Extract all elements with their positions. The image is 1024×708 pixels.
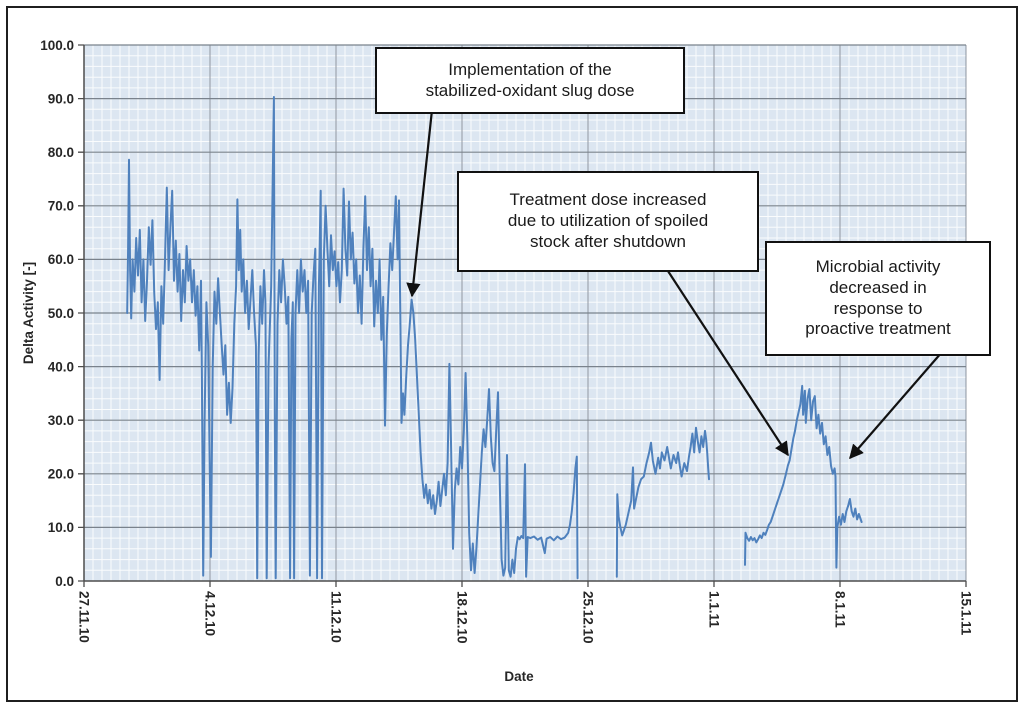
- x-axis-title: Date: [504, 669, 534, 684]
- y-tick-label: 80.0: [48, 145, 74, 160]
- annotation-arrow: [849, 351, 943, 460]
- x-tick-label: 11.12.10: [329, 591, 344, 643]
- x-tick-label: 8.1.11: [833, 591, 848, 628]
- annotation-arrow: [406, 109, 434, 298]
- annotation-microbial-activity-decreased: Microbial activity decreased in response…: [765, 241, 991, 356]
- y-axis-title: Delta Activity [-]: [21, 262, 36, 364]
- y-tick-label: 20.0: [48, 467, 74, 482]
- annotation-treatment-dose-increased: Treatment dose increased due to utilizat…: [457, 171, 759, 272]
- delta-activity-line: [744, 384, 863, 569]
- tick-marks: [78, 44, 967, 587]
- y-tick-label: 70.0: [48, 199, 74, 214]
- annotation-arrow: [665, 267, 789, 457]
- y-tick-label: 100.0: [40, 38, 74, 53]
- annotation-implementation-slug-dose: Implementation of the stabilized-oxidant…: [375, 47, 685, 114]
- y-tick-label: 90.0: [48, 91, 74, 106]
- figure-border: [6, 6, 1018, 702]
- x-tick-label: 4.12.10: [203, 591, 218, 636]
- delta-activity-line: [615, 426, 710, 578]
- x-tick-label: 27.11.10: [77, 591, 92, 643]
- x-tick-label: 15.1.11: [959, 591, 974, 636]
- delta-activity-line: [126, 96, 579, 580]
- x-tick-label: 25.12.10: [581, 591, 596, 644]
- y-tick-label: 40.0: [48, 359, 74, 374]
- y-tick-label: 60.0: [48, 252, 74, 267]
- y-tick-label: 50.0: [48, 306, 74, 321]
- x-tick-label: 18.12.10: [455, 591, 470, 644]
- y-tick-label: 30.0: [48, 413, 74, 428]
- y-tick-label: 0.0: [55, 574, 74, 589]
- y-tick-label: 10.0: [48, 520, 74, 535]
- x-tick-label: 1.1.11: [707, 591, 722, 628]
